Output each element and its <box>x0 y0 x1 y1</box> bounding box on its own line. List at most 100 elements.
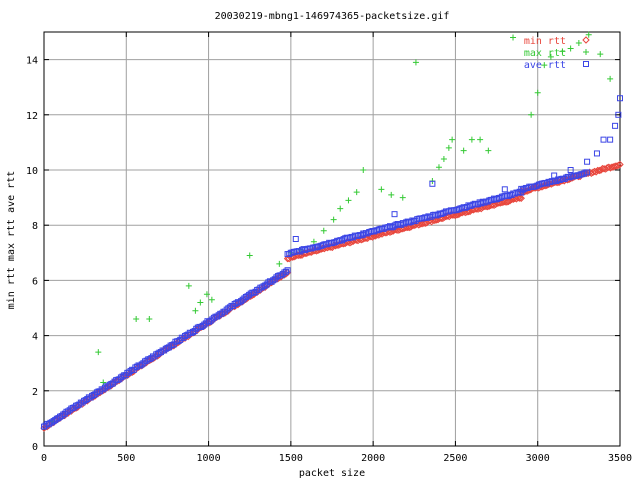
max-rtt-point <box>133 316 140 323</box>
ave-rtt-point <box>169 342 176 349</box>
max-rtt-point <box>510 34 517 41</box>
min-rtt-point <box>517 194 525 202</box>
ave-rtt-point <box>580 170 587 177</box>
y-tick-label: 4 <box>32 332 38 343</box>
legend-label-min-rtt: min rtt <box>524 36 566 47</box>
min-rtt-point <box>371 232 380 240</box>
max-rtt-point <box>445 144 452 151</box>
ave-rtt-point <box>190 328 197 335</box>
ave-rtt-point <box>188 329 195 336</box>
ave-rtt-point <box>127 367 134 374</box>
max-rtt-point <box>345 197 352 204</box>
ave-rtt-point <box>81 397 88 404</box>
max-rtt-point <box>597 51 604 58</box>
max-rtt-point <box>559 48 566 55</box>
min-rtt-point <box>506 197 514 205</box>
min-rtt-point <box>386 228 394 236</box>
ave-rtt-point <box>593 150 600 157</box>
max-rtt-point <box>449 136 456 143</box>
max-rtt-point <box>197 299 204 306</box>
y-tick-label: 6 <box>32 276 38 287</box>
ave-rtt-point <box>314 244 321 251</box>
ave-rtt-point <box>215 312 222 319</box>
ave-rtt-point <box>271 276 278 283</box>
ave-rtt-point <box>148 355 155 362</box>
max-rtt-point <box>192 307 199 314</box>
x-axis-label: packet size <box>299 468 365 479</box>
min-rtt-point <box>455 210 463 219</box>
legend-marker-ave-rtt <box>583 61 589 67</box>
ave-rtt-point <box>226 304 233 311</box>
max-rtt-point <box>360 167 367 173</box>
y-tick-label: 12 <box>26 111 38 122</box>
max-rtt-point <box>440 155 447 162</box>
legend-label-ave-rtt: ave rtt <box>524 60 566 71</box>
ave-rtt-point <box>100 386 107 393</box>
max-rtt-point <box>607 75 614 82</box>
ave-rtt-point <box>429 180 436 187</box>
legend-marker-min-rtt <box>582 36 590 44</box>
ave-rtt-point <box>258 284 265 291</box>
max-rtt-point <box>146 316 153 323</box>
max-rtt-point <box>477 136 484 143</box>
ave-rtt-point <box>175 337 182 344</box>
max-rtt-point <box>541 62 548 69</box>
y-tick-label: 2 <box>32 387 38 398</box>
ave-rtt-point <box>162 345 169 352</box>
max-rtt-point <box>388 191 395 198</box>
ave-rtt-point <box>551 172 558 179</box>
ave-rtt-point <box>501 186 508 193</box>
y-tick-label: 10 <box>26 166 38 177</box>
max-rtt-point <box>208 296 215 303</box>
max-rtt-point <box>435 164 442 171</box>
ave-rtt-point <box>89 392 96 399</box>
ave-rtt-point <box>97 388 104 395</box>
ave-rtt-point <box>360 230 367 237</box>
ave-rtt-point <box>262 282 269 289</box>
max-rtt-point <box>399 194 406 201</box>
max-rtt-point <box>460 147 467 154</box>
ave-rtt-point <box>584 169 591 176</box>
max-rtt-point <box>185 282 192 289</box>
x-tick-label: 1000 <box>197 453 221 464</box>
ave-rtt-point <box>218 310 225 317</box>
legend-label-max-rtt: max rtt <box>524 48 566 59</box>
x-tick-label: 3000 <box>526 453 550 464</box>
y-tick-label: 14 <box>26 56 38 67</box>
y-tick-label: 0 <box>32 442 38 453</box>
max-rtt-point <box>575 40 582 47</box>
ave-rtt-point <box>222 308 229 315</box>
max-rtt-point <box>534 89 541 96</box>
max-rtt-point <box>585 31 592 38</box>
ave-rtt-point <box>615 111 622 118</box>
ave-rtt-point <box>612 122 619 129</box>
legend-marker-max-rtt <box>583 49 589 55</box>
max-rtt-point <box>320 227 327 234</box>
ave-rtt-point <box>119 373 126 380</box>
max-rtt-point <box>276 260 283 267</box>
data-points <box>40 31 624 432</box>
ave-rtt-point <box>138 361 145 368</box>
ave-rtt-point <box>52 417 59 424</box>
y-tick-label: 8 <box>32 221 38 232</box>
max-rtt-point <box>528 111 535 118</box>
max-rtt-point <box>412 59 419 66</box>
max-rtt-point <box>378 186 385 193</box>
min-rtt-point <box>490 201 498 210</box>
ave-rtt-point <box>292 236 299 242</box>
ave-rtt-point <box>617 95 623 102</box>
ave-rtt-point <box>584 158 591 165</box>
ave-rtt-point <box>600 136 607 143</box>
ave-rtt-point <box>282 268 289 275</box>
min-rtt-point <box>515 194 524 202</box>
max-rtt-point <box>100 379 107 386</box>
ave-rtt-point <box>167 342 174 349</box>
x-tick-label: 3500 <box>608 453 632 464</box>
max-rtt-point <box>567 45 574 52</box>
y-axis-label: min rtt max rtt ave rtt <box>6 171 17 309</box>
min-rtt-point <box>407 223 415 231</box>
max-rtt-point <box>246 252 253 259</box>
